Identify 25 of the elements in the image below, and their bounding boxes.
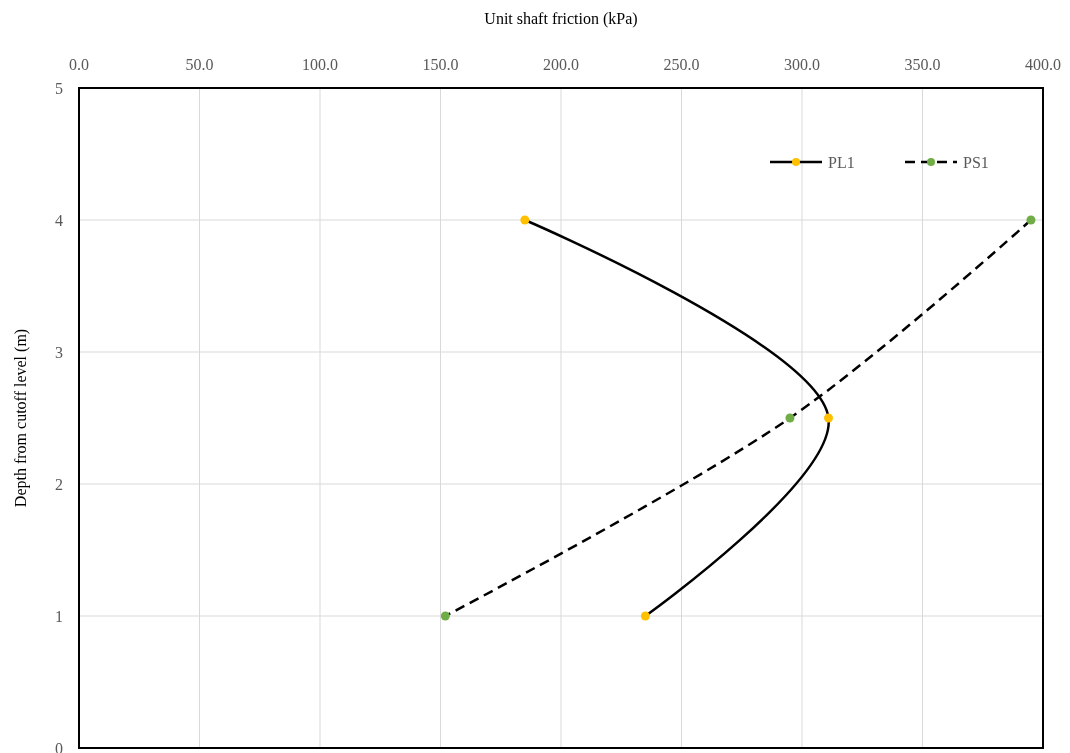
y-tick-label: 2: [55, 475, 63, 493]
point: [785, 413, 795, 423]
y-tick-label: 5: [55, 79, 63, 97]
y-tick-label: 3: [55, 343, 63, 361]
y-tick-label: 0: [55, 739, 63, 753]
point: [824, 413, 834, 423]
point: [640, 611, 650, 621]
y-tick-label: 1: [55, 607, 63, 625]
x-tick-label: 0.0: [69, 56, 89, 73]
x-tick-label: 200.0: [543, 56, 579, 73]
x-tick-label: 300.0: [784, 56, 820, 73]
x-tick-label: 250.0: [663, 56, 700, 73]
x-axis-title: Unit shaft friction (kPa): [484, 10, 638, 28]
y-axis-title: Depth from cutoff level (m): [12, 328, 30, 508]
point: [520, 215, 530, 225]
x-tick-label: 350.0: [904, 56, 941, 73]
y-tick-label: 4: [55, 211, 63, 229]
x-tick-label: 400.0: [1025, 56, 1061, 73]
x-tick-label: 150.0: [422, 56, 459, 73]
point: [440, 611, 450, 621]
legend-label: PS1: [963, 153, 989, 171]
legend-label: PL1: [828, 153, 855, 171]
x-tick-label: 50.0: [185, 56, 214, 73]
x-tick-label: 100.0: [302, 56, 338, 73]
point: [1026, 215, 1036, 225]
